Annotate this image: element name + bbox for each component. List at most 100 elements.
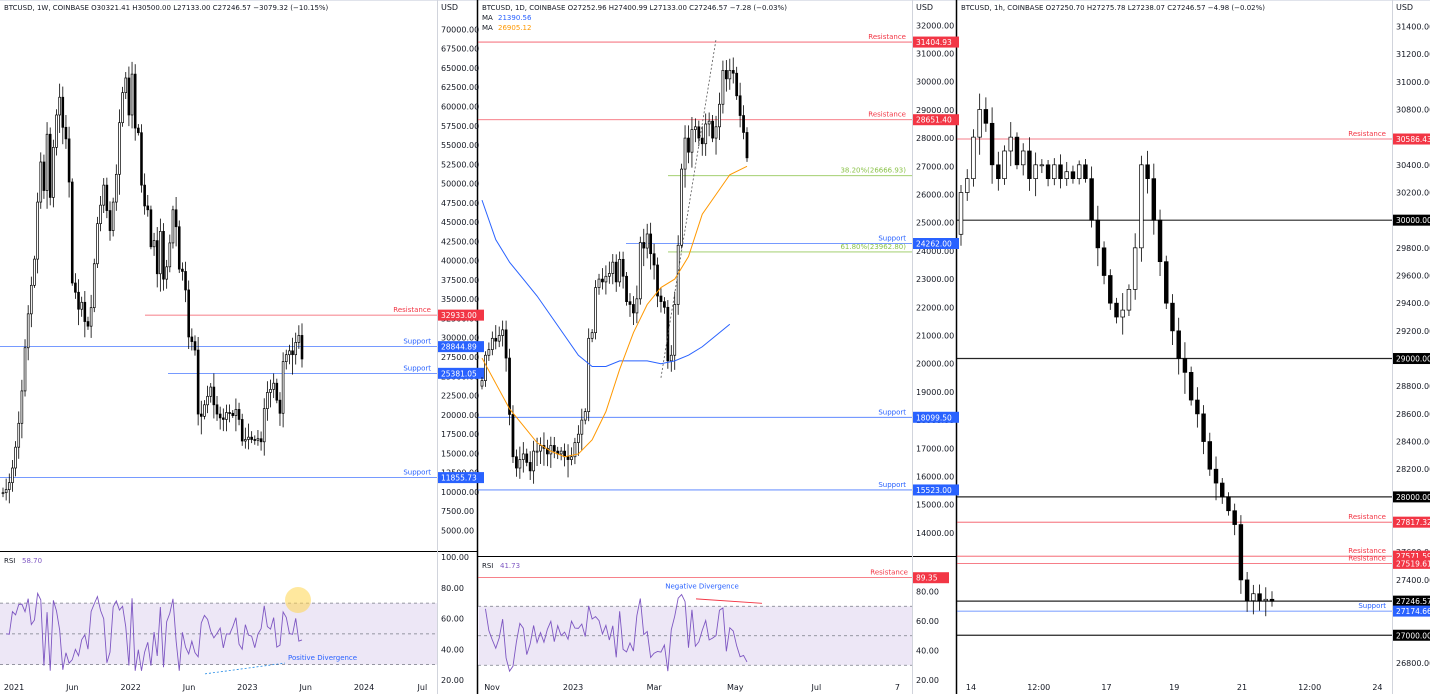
candle-body [89, 307, 93, 327]
axis-unit-label: USD [441, 3, 458, 12]
candle-body [1269, 598, 1275, 602]
candle-body [294, 342, 297, 356]
rsi-label: RSI [482, 562, 493, 570]
candle-body [80, 301, 83, 310]
candle-body [45, 133, 49, 191]
y-tick-label: 7500.00 [441, 507, 474, 516]
y-tick-label: 31000.00 [916, 49, 954, 58]
candle-body [288, 350, 291, 356]
candle-body [731, 70, 735, 74]
candle-body [26, 313, 30, 349]
candle-body [86, 321, 90, 327]
candle-body [996, 164, 1001, 180]
rsi-tick-label: 60.00 [441, 615, 464, 624]
candle-body [528, 462, 532, 472]
divergence-label: Positive Divergence [288, 654, 357, 662]
y-tick-label: 25000.00 [916, 219, 954, 228]
candle-body [501, 329, 505, 336]
candle-body [127, 77, 131, 116]
candle-body [738, 95, 742, 116]
candle-body [1120, 309, 1125, 318]
candle-body [23, 347, 27, 392]
candle-body [67, 138, 71, 183]
level-tag-label: 28844.89 [441, 343, 477, 352]
level-tag [1393, 133, 1430, 145]
candle-body [281, 361, 285, 414]
level-name: Resistance [393, 306, 431, 314]
candle-body [171, 209, 175, 244]
candle-body [645, 233, 649, 249]
x-tick-label: Jun [65, 683, 79, 692]
candle-body [105, 184, 109, 211]
rsi-level-name: Resistance [870, 569, 908, 577]
level-tag-label: 27817.32 [1396, 518, 1430, 527]
candle-body [300, 335, 304, 360]
candle-body [64, 126, 68, 140]
candle-body [1020, 150, 1026, 166]
candle-body [1008, 136, 1013, 152]
y-tick-label: 28000.00 [916, 134, 954, 143]
x-tick-label: 19 [1169, 683, 1179, 692]
candle-body [61, 96, 65, 128]
candle-body [511, 414, 515, 458]
candle-body [115, 173, 118, 203]
candle-body [1176, 330, 1181, 359]
candle-body [102, 184, 106, 206]
candle-body [1058, 164, 1063, 180]
candle-body [99, 204, 102, 225]
chart-panel-3: 31400.0031200.0031000.0030800.0030600.00… [957, 0, 1430, 694]
candle-body [552, 445, 556, 452]
candle-body [256, 438, 260, 441]
candle-body [663, 301, 666, 308]
level-tag [913, 36, 959, 48]
candle-body [33, 258, 36, 286]
candle-body [656, 264, 659, 297]
level-tag [1393, 595, 1430, 607]
level-tag-label: 18099.50 [916, 413, 952, 422]
candle-body [146, 205, 150, 211]
rsi-tick-label: 40.00 [916, 647, 939, 656]
y-tick-label: 28800.00 [1396, 382, 1430, 391]
rsi-tick-label: 80.00 [441, 584, 464, 593]
y-tick-label: 57500.00 [441, 122, 479, 131]
candle-body [52, 146, 55, 198]
level-name: Resistance [1348, 130, 1386, 138]
y-tick-label: 31400.00 [1396, 22, 1430, 31]
candle-body [121, 92, 124, 124]
candle-body [597, 278, 601, 288]
candle-body [590, 332, 594, 339]
x-tick-label: 2022 [120, 683, 140, 692]
candle-body [580, 419, 584, 435]
level-tag-label: 32933.00 [441, 311, 477, 320]
y-tick-label: 60000.00 [441, 102, 479, 111]
candle-body [203, 404, 206, 417]
level-tag-label: 31404.93 [916, 38, 952, 47]
indicator-name: MA [482, 14, 493, 22]
y-tick-label: 30200.00 [1396, 188, 1430, 197]
y-tick-label: 65000.00 [441, 64, 479, 73]
candle-body [632, 304, 635, 314]
y-tick-label: 70000.00 [441, 25, 479, 34]
candle-body [1232, 510, 1237, 525]
level-tag [1393, 550, 1430, 562]
candle-body [111, 201, 115, 231]
candle-body [604, 275, 608, 283]
level-tag [1393, 516, 1430, 528]
indicator-value: 26905.12 [498, 24, 531, 32]
candle-body [1244, 579, 1250, 602]
candle-body [92, 263, 96, 309]
candle-body [1089, 178, 1094, 221]
y-tick-label: 15000.00 [916, 501, 954, 510]
candle-body [17, 422, 21, 448]
candle-body [262, 408, 266, 443]
candle-body [573, 442, 577, 458]
rsi-value: 58.70 [22, 557, 42, 565]
y-tick-label: 31000.00 [1396, 78, 1430, 87]
candle-body [494, 337, 498, 342]
candle-body [490, 337, 494, 350]
candle-body [1033, 164, 1038, 180]
level-tag [913, 484, 959, 496]
y-tick-label: 55000.00 [441, 141, 479, 150]
level-name: Resistance [1348, 513, 1386, 521]
candle-body [487, 349, 491, 356]
